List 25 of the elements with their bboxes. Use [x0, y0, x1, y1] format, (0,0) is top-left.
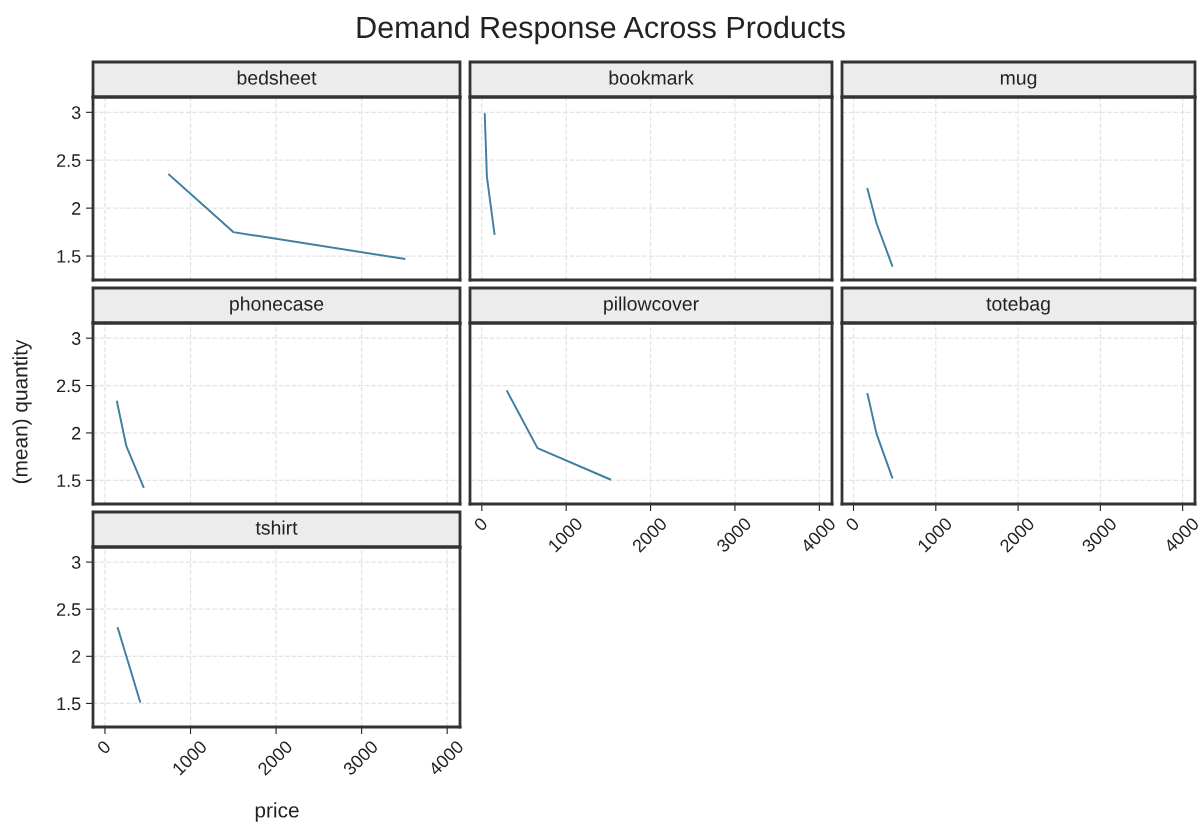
- chart-title: bedsheet: [237, 70, 317, 85]
- y-tick-label: 3: [71, 556, 81, 569]
- y-tick-label: 2: [72, 650, 81, 663]
- text: (mean) quantity: [12, 339, 32, 484]
- y-tick-label: 3: [71, 106, 81, 120]
- x-tick-label: 0: [844, 516, 860, 532]
- chart-title: tshirt: [255, 520, 298, 535]
- y-tick-label: 2.5: [57, 603, 81, 616]
- chart-title: pillowcover: [604, 296, 699, 315]
- chart-title: mug: [1000, 74, 1037, 89]
- chart-title: totebag: [986, 296, 1050, 315]
- y-tick-label: 1.5: [57, 697, 81, 711]
- y-tick-label: 1.5: [57, 474, 81, 488]
- y-tick-label: 3: [71, 332, 81, 345]
- chart-title: phonecase: [230, 296, 324, 315]
- y-tick-label: 1.5: [57, 250, 81, 263]
- x-tick-label: 0: [473, 516, 489, 532]
- y-tick-label: 2.5: [57, 154, 81, 167]
- x-tick-label: 0: [96, 739, 112, 755]
- text: price: [255, 802, 299, 822]
- chart-title: bookmark: [609, 70, 694, 85]
- y-tick-label: 2: [72, 426, 81, 440]
- y-tick-label: 2: [72, 202, 81, 215]
- text: Demand Response Across Products: [357, 15, 845, 45]
- y-tick-label: 2.5: [57, 379, 81, 393]
